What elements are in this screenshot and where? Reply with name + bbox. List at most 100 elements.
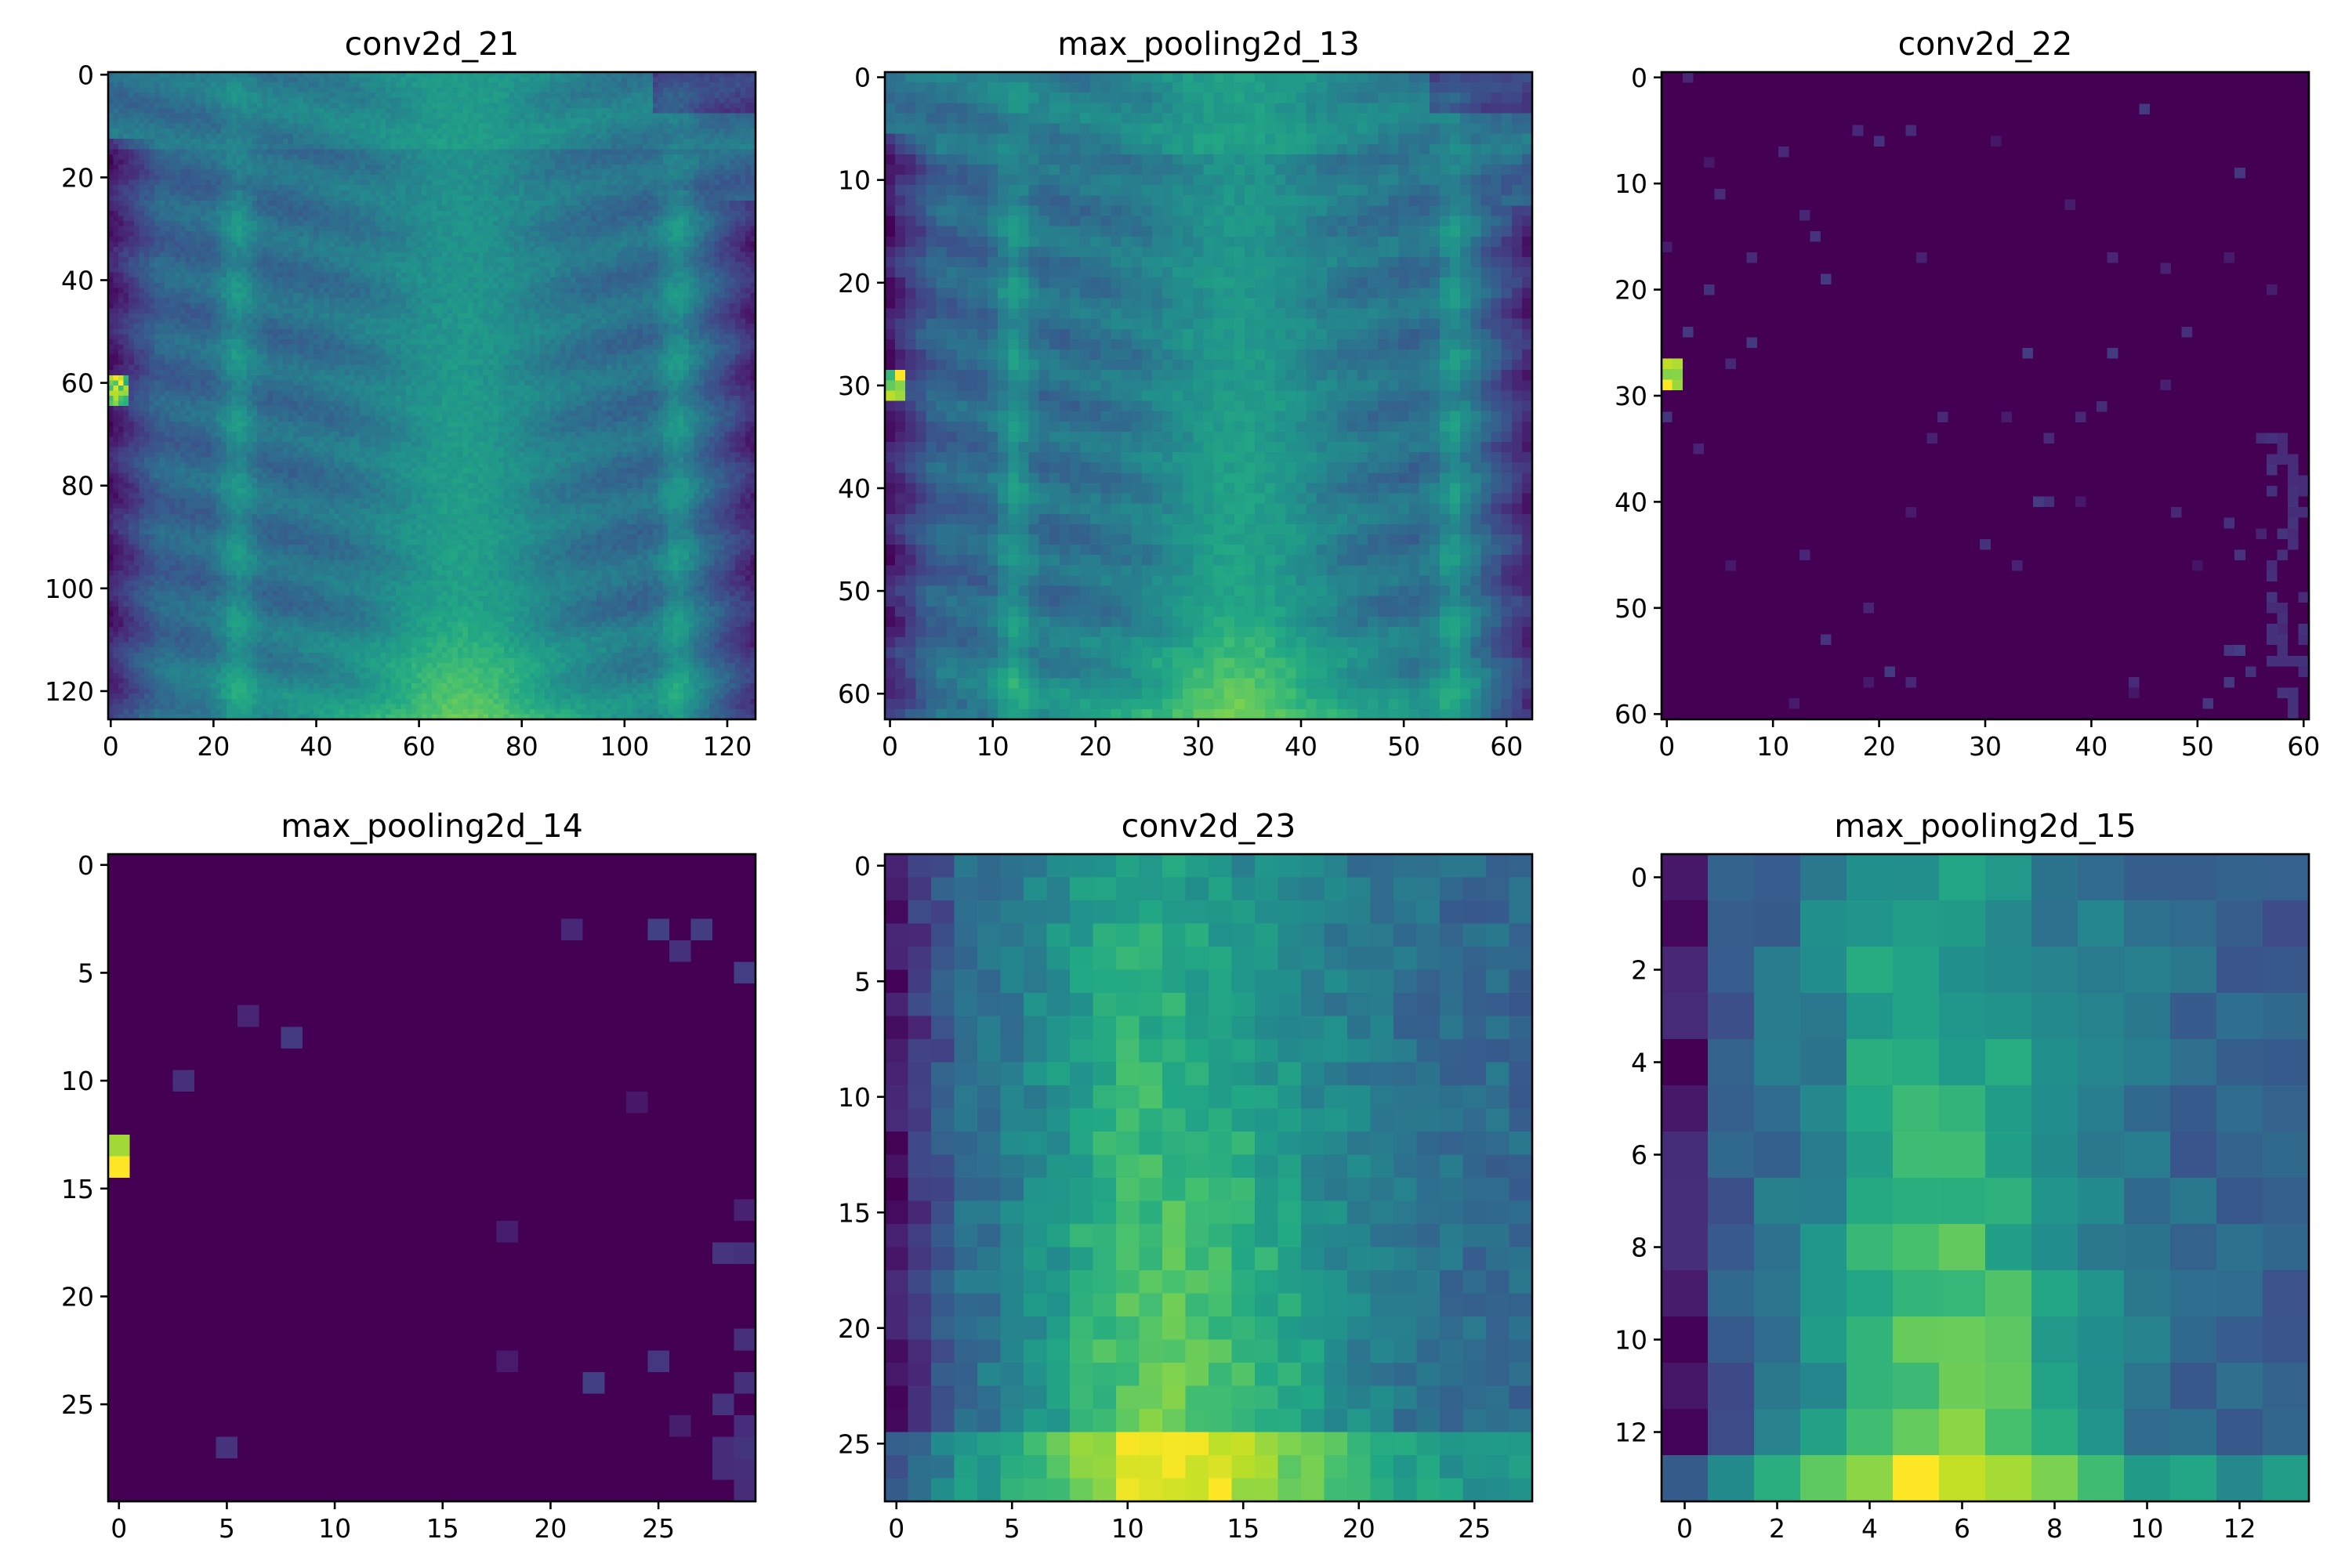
heatmap-cell [282, 72, 289, 78]
heatmap-cell [740, 129, 746, 135]
heatmap-cell [585, 185, 592, 191]
heatmap-cell [380, 252, 386, 258]
heatmap-cell [154, 185, 161, 191]
heatmap-cell [467, 92, 474, 99]
heatmap-cell [734, 118, 741, 125]
heatmap-cell [452, 262, 458, 268]
heatmap-cell [421, 139, 428, 145]
heatmap-cell [462, 87, 469, 93]
heatmap-cell [473, 246, 479, 253]
heatmap-cell [663, 195, 669, 201]
heatmap-cell [637, 185, 643, 191]
heatmap-cell [133, 246, 140, 253]
heatmap-cell [447, 107, 453, 114]
heatmap-cell [406, 72, 412, 78]
heatmap-cell [730, 211, 736, 217]
heatmap-cell [226, 211, 232, 217]
heatmap-cell [652, 200, 659, 207]
heatmap-cell [139, 262, 145, 268]
heatmap-cell [298, 200, 304, 207]
heatmap-cell [272, 211, 278, 217]
heatmap-cell [452, 87, 458, 93]
heatmap-cell [344, 272, 350, 278]
heatmap-cell [400, 82, 407, 89]
heatmap-cell [113, 267, 119, 273]
heatmap-cell [555, 169, 561, 176]
heatmap-cell [303, 154, 310, 161]
heatmap-cell [282, 211, 289, 217]
heatmap-cell [406, 118, 412, 125]
heatmap-cell [400, 246, 407, 253]
heatmap-cell [133, 190, 140, 196]
heatmap-cell [688, 231, 694, 237]
heatmap-cell [165, 113, 171, 119]
heatmap-cell [642, 82, 648, 89]
heatmap-cell [549, 195, 556, 201]
heatmap-cell [247, 236, 253, 242]
heatmap-cell [247, 190, 253, 196]
heatmap-cell [467, 82, 474, 89]
heatmap-cell [498, 113, 505, 119]
heatmap-cell [267, 190, 274, 196]
heatmap-cell [421, 118, 428, 125]
heatmap-cell [694, 149, 700, 155]
heatmap-cell [133, 205, 140, 212]
heatmap-cell [483, 252, 489, 258]
heatmap-cell [231, 231, 237, 237]
heatmap-cell [555, 123, 561, 129]
heatmap-cell [165, 159, 171, 165]
heatmap-cell [745, 129, 752, 135]
heatmap-cell [457, 215, 463, 222]
heatmap-cell [647, 154, 654, 161]
heatmap-cell [493, 205, 499, 212]
heatmap-cell [596, 103, 602, 109]
heatmap-cell [380, 215, 386, 222]
heatmap-cell [688, 195, 694, 201]
heatmap-cell [694, 129, 700, 135]
heatmap-cell [123, 246, 129, 253]
heatmap-cell [442, 129, 448, 135]
heatmap-cell [252, 123, 258, 129]
heatmap-cell [190, 113, 197, 119]
heatmap-cell [272, 133, 278, 139]
heatmap-cell [560, 149, 567, 155]
heatmap-cell [560, 87, 567, 93]
heatmap-cell [581, 195, 587, 201]
heatmap-cell [350, 236, 356, 242]
heatmap-cell [411, 97, 417, 103]
heatmap-cell [231, 113, 237, 119]
heatmap-cell [165, 215, 171, 222]
heatmap-cell [730, 154, 736, 161]
heatmap-cell [565, 143, 571, 150]
heatmap-cell [370, 262, 376, 268]
heatmap-cell [400, 231, 407, 237]
heatmap-cell [442, 215, 448, 222]
heatmap-cell [683, 221, 690, 227]
heatmap-cell [668, 165, 674, 171]
heatmap-cell [313, 175, 320, 181]
heatmap-cell [328, 82, 335, 89]
heatmap-cell [380, 267, 386, 273]
heatmap-cell [509, 200, 515, 207]
heatmap-cell [452, 159, 458, 165]
heatmap-cell [390, 257, 397, 263]
heatmap-cell [231, 272, 237, 278]
heatmap-cell [288, 205, 294, 212]
heatmap-cell [360, 169, 366, 176]
heatmap-cell [734, 103, 741, 109]
heatmap-cell [201, 133, 207, 139]
heatmap-cell [386, 205, 392, 212]
heatmap-cell [123, 211, 129, 217]
heatmap-cell [185, 257, 191, 263]
heatmap-cell [647, 190, 654, 196]
heatmap-cell [473, 262, 479, 268]
heatmap-cell [380, 113, 386, 119]
heatmap-cell [149, 246, 155, 253]
heatmap-cell [724, 195, 730, 201]
heatmap-cell [221, 267, 227, 273]
heatmap-cell [252, 72, 258, 78]
heatmap-cell [632, 143, 638, 150]
heatmap-cell [211, 169, 217, 176]
heatmap-cell [704, 205, 710, 212]
heatmap-cell [226, 241, 232, 248]
